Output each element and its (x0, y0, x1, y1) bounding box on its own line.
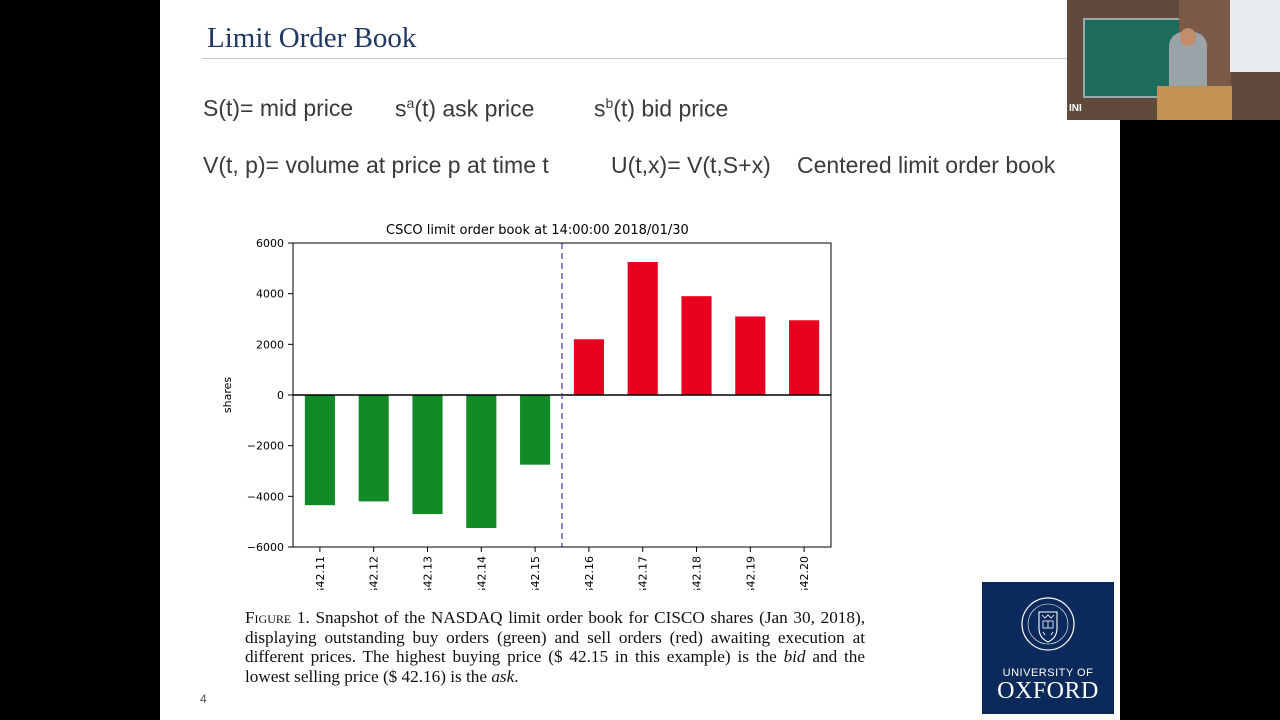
figure-label: Figure 1. (245, 608, 310, 627)
y-tick-label: 2000 (256, 338, 284, 351)
buy-bar (466, 395, 497, 528)
oxford-crest-icon (1021, 597, 1075, 651)
webcam-logo: INI (1069, 103, 1082, 114)
x-tick-label: $42.11 (314, 556, 327, 590)
centered-definition: U(t,x)= V(t,S+x) (611, 152, 771, 178)
buy-bar (304, 395, 335, 506)
caption-text-2: and the lowest selling price ($ 42.16) i… (245, 647, 865, 687)
limit-order-book-chart: 6000 4000 2000 0 −2000 −4000 −6000 shares $42.11… (221, 237, 832, 590)
figure-caption: Figure 1. Snapshot of the NASDAQ limit o… (245, 608, 865, 687)
y-tick-label: −2000 (247, 440, 284, 453)
sell-bar (573, 339, 604, 395)
x-tick-label: $42.15 (529, 556, 542, 590)
page-number: 4 (200, 692, 207, 706)
ask-label: (t) ask price (414, 95, 535, 122)
y-axis-label: shares (221, 377, 234, 413)
x-tick-label: $42.17 (637, 556, 650, 590)
bid-price-definition: sb(t) bid price (594, 95, 728, 123)
buy-bar (358, 395, 389, 502)
x-tick-label: $42.18 (691, 556, 704, 590)
caption-text-3: . (514, 667, 519, 687)
blackboard (1083, 18, 1183, 98)
buy-bar (520, 395, 551, 465)
bid-symbol: s (594, 95, 606, 122)
slide-title: Limit Order Book (207, 22, 417, 54)
sell-bar (681, 296, 712, 395)
plot-frame (292, 242, 832, 548)
chart-title: CSCO limit order book at 14:00:00 2018/0… (386, 223, 689, 238)
bid-label: (t) bid price (613, 95, 729, 122)
x-tick-label: $42.20 (798, 556, 811, 590)
x-tick-label: $42.16 (583, 556, 596, 590)
x-tick-label: $42.12 (368, 556, 381, 590)
x-tick-label: $42.13 (422, 556, 435, 590)
caption-bid: bid (783, 647, 806, 667)
sell-bar (627, 262, 658, 395)
ask-price-definition: sa(t) ask price (395, 95, 534, 123)
logo-oxford-text: OXFORD (997, 678, 1099, 704)
webcam-overlay: INI (1067, 0, 1280, 120)
sell-bar (789, 320, 820, 395)
x-tick-label: $42.14 (475, 556, 488, 590)
y-tick-label: 4000 (256, 288, 284, 301)
slide: Limit Order Book S(t)= mid price sa(t) a… (160, 0, 1120, 720)
logo-university-text: UNIVERSITY OF (1002, 667, 1094, 679)
volume-definition: V(t, p)= volume at price p at time t (203, 152, 549, 178)
bid-superscript: b (605, 95, 614, 111)
ask-superscript: a (406, 95, 415, 111)
title-divider (202, 58, 1108, 59)
centered-label: Centered limit order book (797, 152, 1056, 178)
y-tick-label: 0 (277, 389, 284, 402)
y-tick-label: −6000 (247, 541, 284, 554)
buy-bar (412, 395, 443, 515)
ask-symbol: s (395, 95, 407, 122)
lectern (1157, 86, 1232, 120)
oxford-logo: UNIVERSITY OF OXFORD (982, 582, 1114, 714)
x-tick-label: $42.19 (744, 556, 757, 590)
caption-text-1: Snapshot of the NASDAQ limit order book … (245, 608, 865, 667)
mid-price-definition: S(t)= mid price (203, 95, 354, 121)
caption-ask: ask (491, 667, 515, 687)
projector-screen (1230, 0, 1280, 72)
sell-bar (735, 316, 766, 395)
y-tick-label: 6000 (256, 237, 284, 250)
y-tick-label: −4000 (247, 490, 284, 503)
speaker-head (1180, 28, 1196, 46)
